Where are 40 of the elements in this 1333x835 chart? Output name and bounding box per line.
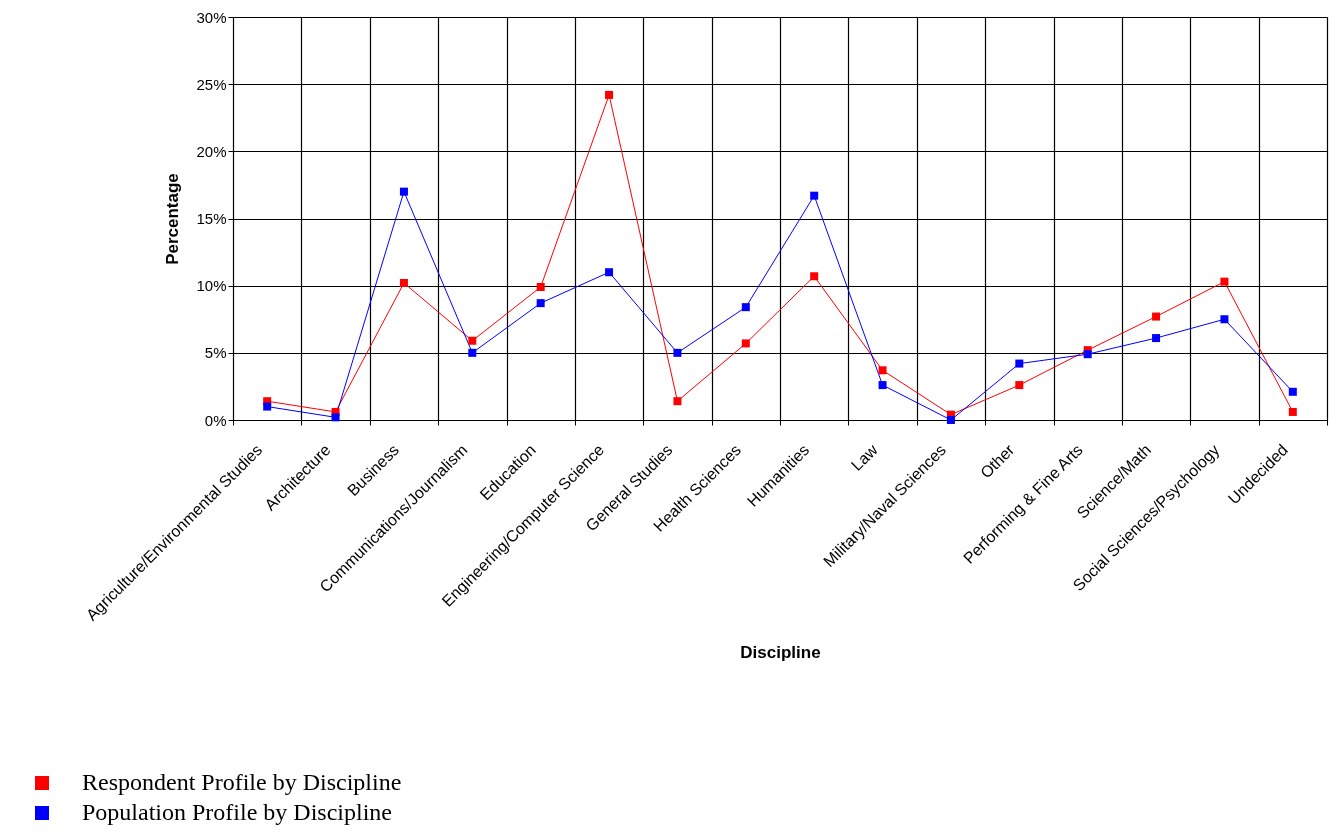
point [741,339,750,348]
point [1288,387,1297,396]
point [468,336,477,345]
point [741,303,750,312]
point [1015,359,1024,368]
y-tick-label: 30% [196,8,227,26]
point [1015,381,1024,390]
legend-label: Respondent Profile by Discipline [82,769,402,795]
point [399,187,408,196]
point [673,397,682,406]
point [605,90,614,99]
point [605,268,614,277]
y-tick-label: 15% [196,210,227,227]
x-axis-title: Discipline [740,642,821,662]
point [331,413,340,422]
point [536,299,545,308]
y-axis-title: Percentage [163,173,183,265]
point [673,348,682,357]
y-tick-label: 0% [204,411,227,429]
point [536,283,545,292]
point [1220,277,1229,286]
point [810,191,819,200]
point [1288,407,1297,416]
point [1152,334,1161,343]
point [263,402,272,411]
y-tick-label: 20% [196,142,227,160]
point [810,272,819,281]
legend-label: Population Profile by Discipline [82,799,392,825]
point [1220,315,1229,324]
point [878,381,887,390]
y-tick-label: 10% [196,277,227,295]
point [1083,350,1092,359]
point [878,366,887,375]
y-tick-label: 5% [204,344,227,362]
point [1152,312,1161,321]
point [468,348,477,357]
point [399,278,408,287]
point [946,416,955,424]
y-tick-label: 25% [196,75,227,93]
x-tick-label: Law [847,440,882,474]
